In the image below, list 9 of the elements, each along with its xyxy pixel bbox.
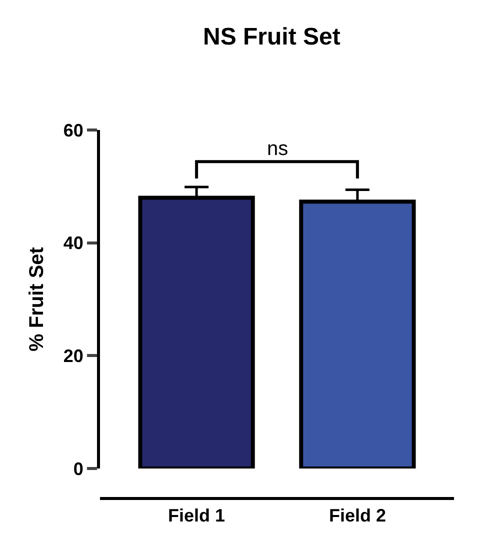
- y-axis-title: % Fruit Set: [26, 246, 48, 352]
- x-tick-label: Field 2: [328, 506, 386, 526]
- y-tick-label: 0: [73, 458, 84, 479]
- x-tick-label: Field 1: [168, 506, 226, 526]
- y-tick-label: 60: [63, 120, 84, 140]
- chart-title: NS Fruit Set: [203, 24, 340, 51]
- y-tick-label: 40: [63, 233, 84, 254]
- y-tick-label: 20: [63, 346, 84, 366]
- annotation: ns: [267, 138, 288, 160]
